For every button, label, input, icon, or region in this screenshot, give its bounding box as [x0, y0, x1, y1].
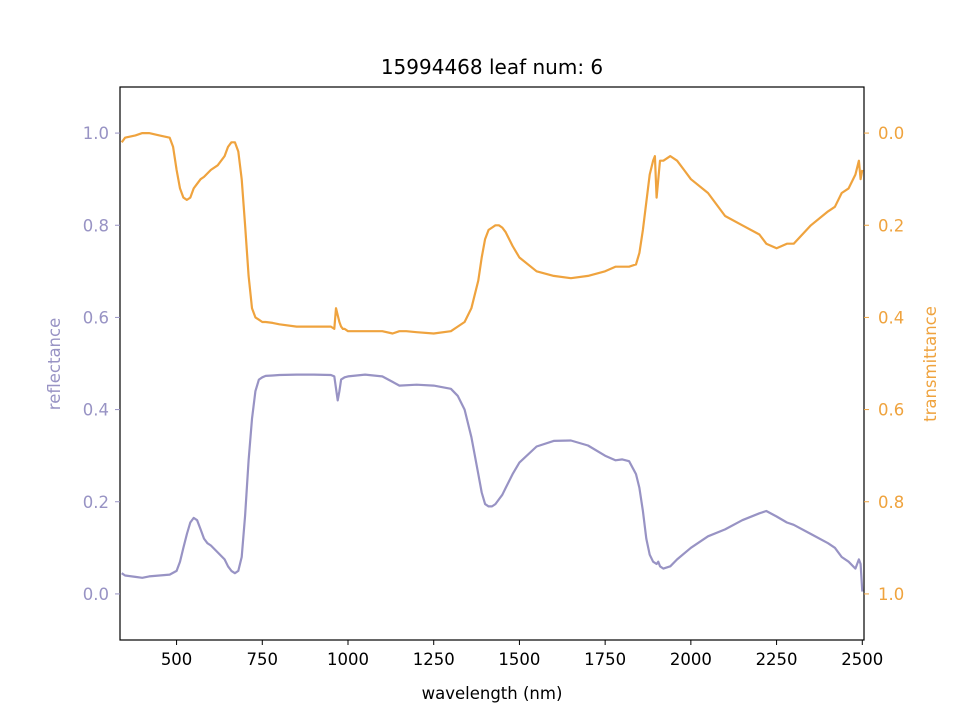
y-tick-label-reflectance: 0.4 — [83, 401, 109, 420]
x-tick-label: 1250 — [413, 650, 455, 669]
y-tick-label-transmittance: 0.4 — [878, 308, 904, 327]
y-tick-label-reflectance: 0.6 — [83, 308, 109, 327]
x-axis-title: wavelength (nm) — [422, 684, 563, 703]
y-axis-title-reflectance: reflectance — [45, 318, 64, 410]
x-axis: 500 750 1000 1250 1500 1750 2000 2250 2500 — [161, 640, 883, 669]
x-tick-label: 1500 — [498, 650, 540, 669]
y-axis-reflectance: 0.0 0.2 0.4 0.6 0.8 1.0 — [83, 124, 120, 604]
plot-area — [120, 132, 864, 592]
x-tick-label: 2500 — [841, 650, 883, 669]
y-tick-label-reflectance: 0.0 — [83, 585, 109, 604]
y-tick-label-transmittance: 0.2 — [878, 216, 904, 235]
x-tick-label: 2000 — [670, 650, 712, 669]
chart-title: 15994468 leaf num: 6 — [381, 55, 603, 79]
y-tick-label-transmittance: 0.0 — [878, 124, 904, 143]
axes-frame — [119, 86, 865, 641]
y-tick-label-reflectance: 0.8 — [83, 216, 109, 235]
y-tick-label-transmittance: 0.8 — [878, 493, 904, 512]
series-line-reflectance — [121, 373, 864, 592]
y-axis-title-transmittance: transmittance — [921, 306, 940, 422]
x-tick-label: 500 — [161, 650, 193, 669]
x-tick-label: 750 — [247, 650, 279, 669]
y-tick-label-reflectance: 0.2 — [83, 493, 109, 512]
series-line-transmittance — [120, 132, 864, 335]
y-tick-label-transmittance: 1.0 — [878, 585, 904, 604]
x-tick-label: 1000 — [327, 650, 369, 669]
y-tick-label-transmittance: 0.6 — [878, 401, 904, 420]
x-tick-label: 2250 — [756, 650, 798, 669]
y-tick-label-reflectance: 1.0 — [83, 124, 109, 143]
x-tick-label: 1750 — [584, 650, 626, 669]
y-axis-transmittance: 0.0 0.2 0.4 0.6 0.8 1.0 — [864, 124, 904, 604]
